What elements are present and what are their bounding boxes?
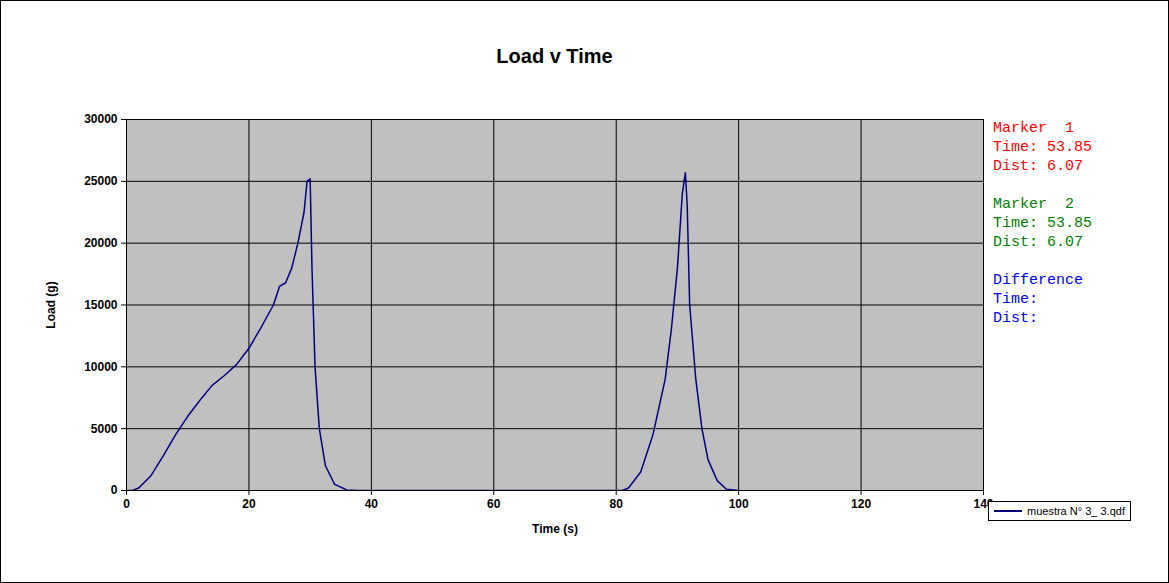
svg-text:140: 140: [973, 497, 994, 511]
svg-text:0: 0: [111, 483, 118, 497]
html-text:Difference: Difference: [993, 272, 1083, 289]
svg-text:120: 120: [851, 497, 871, 511]
svg-text:10000: 10000: [84, 360, 118, 374]
svg-text:0: 0: [123, 497, 130, 511]
svg-text:60: 60: [487, 497, 501, 511]
html-text:Time:: Time:: [993, 291, 1038, 308]
html-text:Marker 1: Marker 1: [993, 120, 1074, 137]
html-text:Time: 53.85: Time: 53.85: [993, 215, 1092, 232]
svg-text:5000: 5000: [91, 422, 118, 436]
svg-text:30000: 30000: [84, 112, 118, 126]
html-text:Dist:: Dist:: [993, 310, 1038, 327]
svg-text:Load (g): Load (g): [44, 281, 58, 328]
svg-text:15000: 15000: [84, 298, 118, 312]
svg-text:Time (s): Time (s): [532, 522, 578, 536]
svg-text:20: 20: [242, 497, 256, 511]
html-text:Time: 53.85: Time: 53.85: [993, 139, 1092, 156]
html-text:muestra N° 3_ 3.qdf: muestra N° 3_ 3.qdf: [1027, 505, 1125, 517]
html-text:Load v Time: Load v Time: [496, 45, 613, 67]
html-text:Dist: 6.07: Dist: 6.07: [993, 234, 1083, 251]
svg-text:80: 80: [610, 497, 624, 511]
svg-text:100: 100: [729, 497, 749, 511]
svg-text:20000: 20000: [84, 236, 118, 250]
html-text:Dist: 6.07: Dist: 6.07: [993, 158, 1083, 175]
html-text:Marker 2: Marker 2: [993, 196, 1074, 213]
svg-text:25000: 25000: [84, 174, 118, 188]
svg-text:40: 40: [365, 497, 379, 511]
